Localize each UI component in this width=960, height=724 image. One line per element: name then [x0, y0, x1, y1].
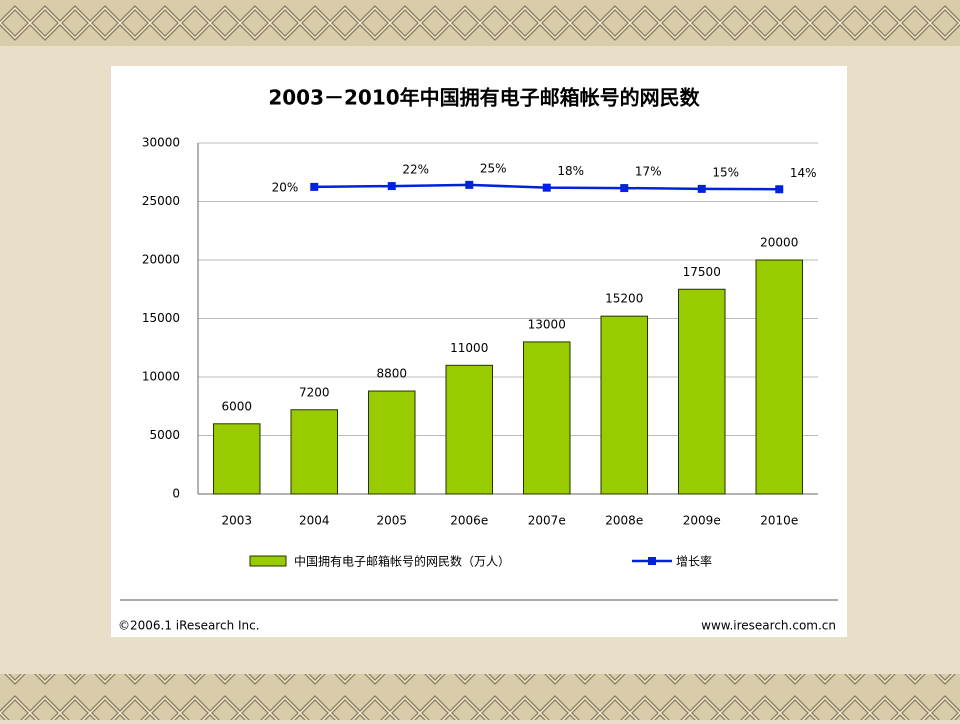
bar-value-label: 8800	[376, 367, 407, 381]
line-value-label: 14%	[790, 166, 817, 180]
x-tick-label: 2003	[221, 514, 252, 528]
y-tick-label: 10000	[142, 370, 180, 384]
bar-value-label: 11000	[450, 341, 488, 355]
x-tick-label: 2010e	[760, 514, 798, 528]
x-tick-label: 2009e	[683, 514, 721, 528]
legend-label: 中国拥有电子邮箱帐号的网民数（万人）	[294, 554, 510, 569]
bar	[678, 288, 726, 495]
bar-value-label: 17500	[683, 265, 721, 279]
x-tick-label: 2005	[376, 514, 407, 528]
line-marker	[465, 180, 474, 189]
y-tick-label: 25000	[142, 194, 180, 208]
line-value-label: 25%	[480, 161, 507, 175]
x-tick-label: 2008e	[605, 514, 643, 528]
bar-value-label: 20000	[760, 236, 798, 250]
bar	[755, 259, 803, 495]
bar	[523, 341, 571, 495]
x-tick-label: 2004	[299, 514, 330, 528]
line-value-label: 20%	[272, 180, 299, 194]
line-marker	[310, 182, 319, 191]
bar	[600, 315, 648, 495]
bar-value-label: 13000	[528, 317, 566, 331]
bar	[368, 390, 416, 495]
line-marker	[620, 184, 629, 193]
chart-title: 2003－2010年中国拥有电子邮箱帐号的网民数	[268, 86, 700, 110]
copyright: ©2006.1 iResearch Inc.	[118, 619, 260, 633]
bottom-border	[0, 674, 960, 720]
y-tick-label: 30000	[142, 136, 180, 150]
website: www.iresearch.com.cn	[701, 619, 836, 633]
line-marker	[542, 183, 551, 192]
top-border	[0, 0, 960, 46]
y-tick-label: 20000	[142, 253, 180, 267]
y-tick-label: 5000	[149, 428, 180, 442]
x-tick-label: 2007e	[528, 514, 566, 528]
legend-label: 增长率	[676, 554, 712, 569]
legend-marker	[648, 557, 656, 565]
line-value-label: 17%	[635, 165, 662, 179]
line-marker	[387, 182, 396, 191]
line-value-label: 15%	[712, 165, 739, 179]
x-tick-label: 2006e	[450, 514, 488, 528]
bar-value-label: 15200	[605, 292, 643, 306]
line-marker	[697, 184, 706, 193]
bar-value-label: 6000	[221, 399, 252, 413]
legend-swatch	[249, 555, 287, 567]
bar-value-label: 7200	[299, 385, 330, 399]
bar	[445, 364, 493, 495]
bar	[290, 409, 338, 495]
line-value-label: 18%	[557, 164, 584, 178]
line-value-label: 22%	[402, 163, 429, 177]
bar	[213, 423, 261, 495]
y-tick-label: 0	[172, 487, 180, 501]
y-tick-label: 15000	[142, 311, 180, 325]
line-marker	[775, 185, 784, 194]
